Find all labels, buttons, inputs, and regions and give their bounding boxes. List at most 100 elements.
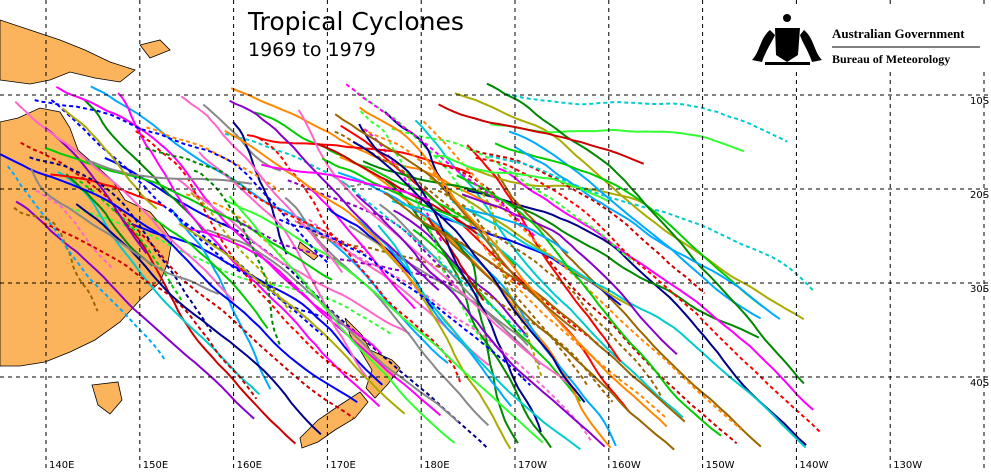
subtitle: 1969 to 1979 [248, 39, 376, 61]
track [486, 82, 805, 385]
track [287, 179, 471, 303]
tasmania [91, 381, 123, 415]
track [62, 107, 158, 210]
track [15, 200, 255, 420]
track [180, 95, 344, 274]
track [253, 111, 516, 266]
track [296, 220, 614, 403]
track [391, 127, 635, 264]
track [176, 177, 411, 335]
track [69, 207, 393, 336]
track [193, 169, 281, 346]
track [427, 217, 485, 301]
track [43, 126, 148, 255]
latitude-label: 40S [970, 378, 989, 389]
papua-new-guinea [0, 19, 136, 85]
logo-line1: Australian Government [832, 26, 965, 41]
track [468, 148, 706, 295]
track [73, 176, 184, 303]
track [29, 156, 213, 333]
track [358, 123, 542, 433]
track [0, 153, 358, 404]
longitude-label: 170W [518, 460, 547, 471]
new-zealand-south [299, 391, 369, 449]
cyclone-tracks [0, 82, 821, 451]
track [90, 85, 449, 364]
track [135, 130, 359, 382]
track [228, 195, 456, 444]
new-britain [139, 39, 171, 59]
track [494, 142, 764, 308]
track [434, 226, 675, 451]
track [85, 159, 253, 185]
track [437, 189, 589, 387]
longitude-label: 180E [424, 460, 449, 471]
longitude-label: 170E [330, 460, 355, 471]
track [83, 98, 204, 232]
track [362, 160, 760, 339]
track [206, 228, 459, 424]
track [355, 217, 513, 408]
track [355, 194, 606, 448]
track [35, 189, 113, 269]
track [377, 224, 581, 451]
track [20, 141, 355, 419]
track [75, 203, 322, 436]
coat-of-arms [752, 14, 822, 65]
track [345, 83, 536, 238]
track [358, 226, 512, 450]
track [429, 177, 632, 307]
track [13, 206, 99, 312]
longitude-label: 150E [143, 460, 168, 471]
track [224, 132, 530, 340]
track [352, 88, 478, 215]
australia [0, 107, 173, 367]
track [117, 92, 381, 408]
track [461, 193, 678, 355]
track [184, 226, 442, 417]
track [508, 130, 762, 320]
track [146, 126, 281, 193]
track [14, 100, 235, 303]
track [454, 92, 805, 321]
track [150, 217, 269, 330]
track [198, 151, 368, 378]
track [261, 163, 431, 202]
track [309, 188, 416, 310]
longitude-label: 140W [799, 460, 828, 471]
track [352, 141, 586, 403]
longitude-label: 160W [612, 460, 641, 471]
track [361, 128, 667, 419]
track [278, 218, 531, 386]
track [34, 99, 329, 264]
track [65, 173, 154, 267]
track [334, 113, 577, 332]
track [466, 189, 807, 446]
track [337, 171, 617, 447]
track [433, 154, 610, 203]
latitude-label: 30S [970, 284, 989, 295]
title: Tropical Cyclones [247, 7, 464, 36]
longitude-label: 150W [706, 460, 735, 471]
track [414, 119, 684, 419]
longitude-label: 130W [893, 460, 922, 471]
logo-line2: Bureau of Meteorology [832, 52, 950, 66]
track [476, 187, 543, 377]
longitude-label: 140E [49, 460, 74, 471]
track [30, 168, 220, 295]
track [514, 145, 781, 320]
track [178, 222, 406, 415]
track [359, 106, 668, 428]
track [232, 121, 288, 255]
track [42, 222, 258, 400]
track [223, 199, 544, 444]
track [442, 164, 738, 445]
track [235, 218, 462, 292]
track [55, 85, 382, 355]
track [464, 207, 569, 255]
track [456, 174, 722, 437]
latitude-label: 10S [970, 96, 989, 107]
track [7, 165, 166, 361]
